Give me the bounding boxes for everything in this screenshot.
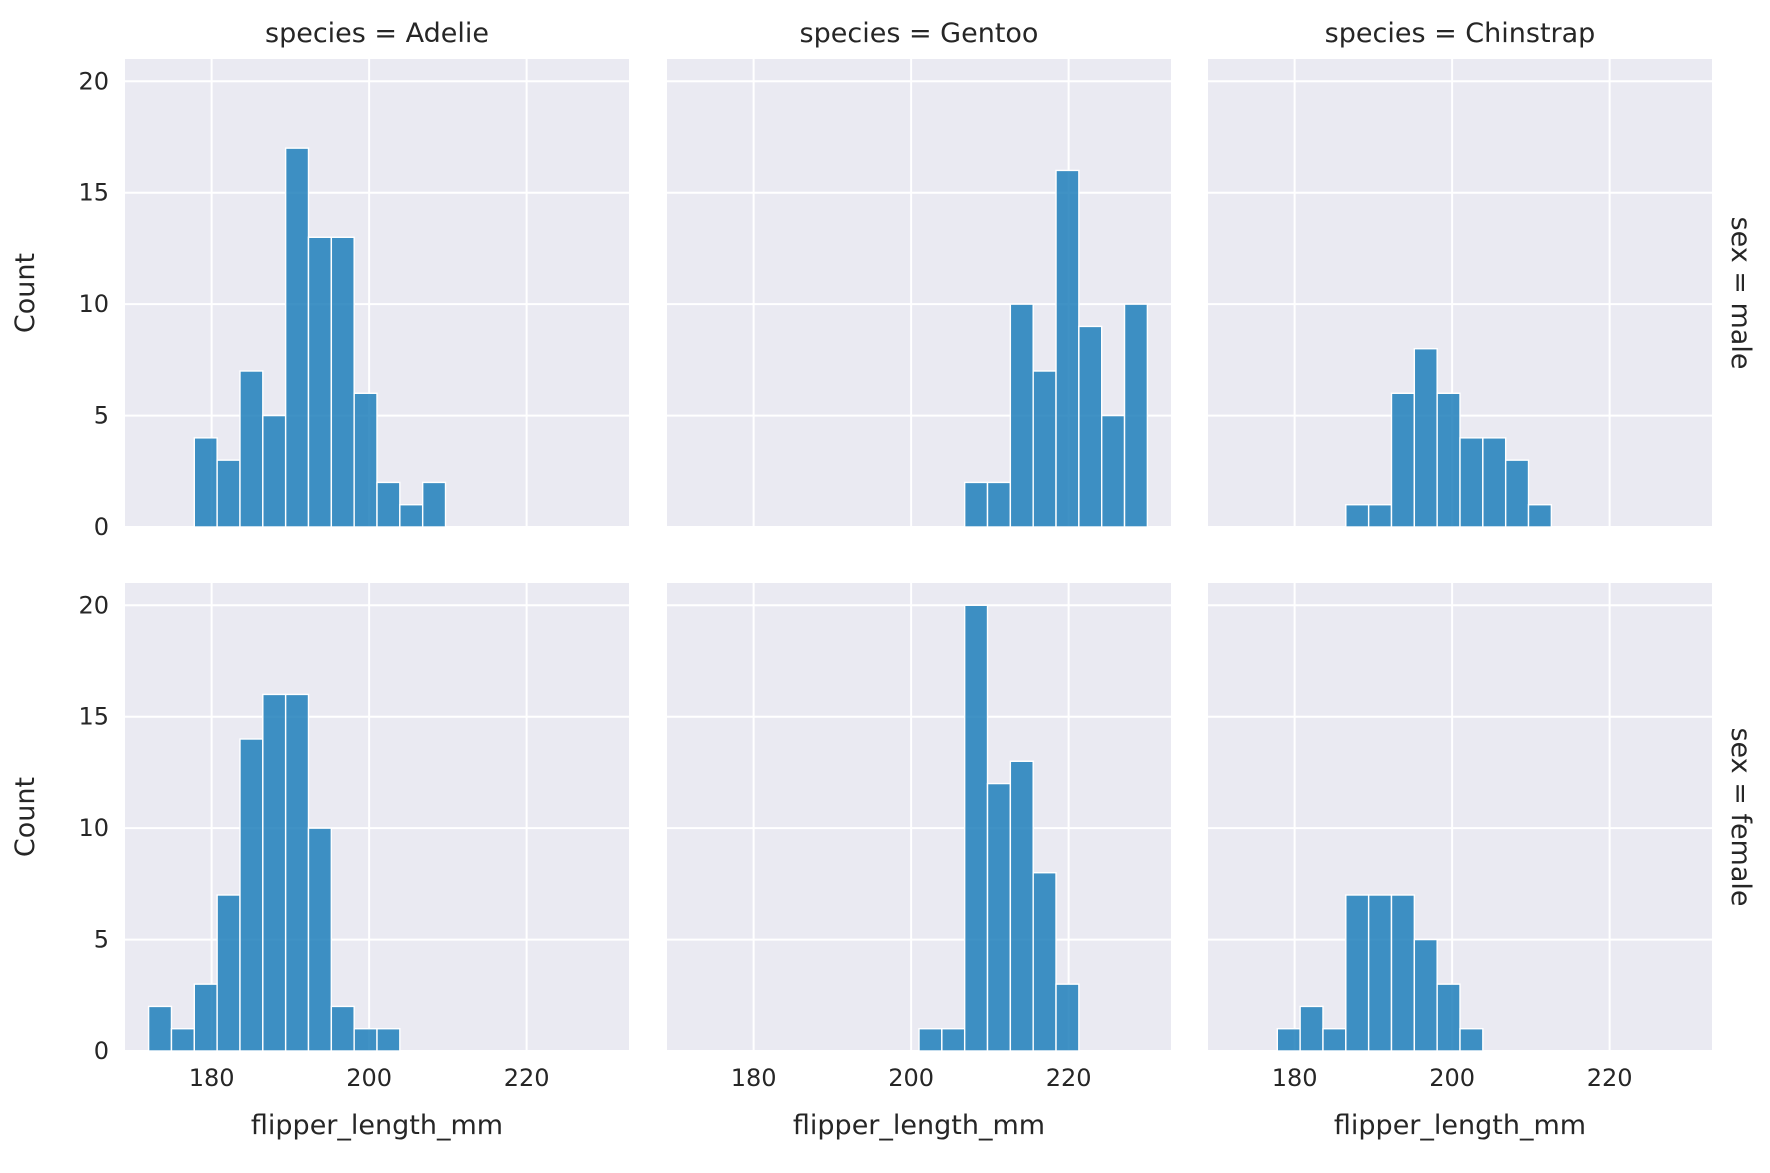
histogram-bar — [376, 1028, 401, 1052]
x-tick-label: 220 — [1046, 1064, 1092, 1092]
histogram-bar — [1390, 392, 1416, 528]
histogram-bar — [1123, 303, 1149, 528]
histogram-bar — [307, 827, 333, 1052]
histogram-bar — [1482, 437, 1507, 528]
histogram-bar — [284, 693, 310, 1052]
x-axis-label: flipper_length_mm — [251, 1110, 503, 1141]
histogram-bar — [918, 1028, 943, 1052]
y-tick-label: 0 — [94, 1037, 109, 1065]
y-tick-label: 0 — [94, 513, 109, 541]
x-tick-label: 180 — [731, 1064, 777, 1092]
x-tick-label: 200 — [888, 1064, 934, 1092]
histogram-bar — [986, 481, 1012, 528]
histogram-bar — [147, 1005, 173, 1052]
row-facet-title: sex = male — [1725, 217, 1756, 370]
histogram-bar — [284, 147, 310, 528]
y-axis-label: Count — [10, 253, 41, 333]
histogram-bar — [216, 459, 241, 528]
y-tick-label: 15 — [78, 179, 109, 207]
y-tick-label: 10 — [78, 290, 109, 318]
histogram-bar — [963, 481, 989, 528]
histogram-bar — [239, 738, 264, 1052]
column-facet-title: species = Adelie — [265, 18, 489, 49]
x-axis-label: flipper_length_mm — [793, 1110, 1045, 1141]
histogram-bar — [239, 370, 264, 528]
histogram-bar — [216, 894, 241, 1052]
histogram-bar — [1413, 348, 1438, 528]
y-tick-label: 20 — [78, 67, 109, 95]
histogram-bar — [1345, 894, 1370, 1052]
histogram-bar — [1009, 303, 1034, 528]
histogram-bar — [1413, 938, 1438, 1052]
histogram-bar — [1078, 325, 1103, 528]
x-axis-label: flipper_length_mm — [1334, 1110, 1586, 1141]
x-tick-label: 200 — [1429, 1064, 1475, 1092]
row-facet-title: sex = female — [1725, 727, 1756, 906]
histogram-bar — [1055, 169, 1080, 528]
histogram-bar — [1345, 504, 1370, 528]
histogram-bar — [376, 481, 401, 528]
x-tick-label: 180 — [189, 1064, 235, 1092]
histogram-bar — [963, 604, 989, 1052]
histogram-bar — [1009, 760, 1034, 1052]
histogram-bar — [1459, 1028, 1484, 1052]
y-tick-label: 5 — [94, 926, 109, 954]
histogram-bar — [1367, 894, 1393, 1052]
histogram-bar — [1390, 894, 1416, 1052]
histogram-bar — [262, 693, 287, 1052]
histogram-bar — [1032, 872, 1057, 1052]
histogram-bar — [1055, 983, 1080, 1052]
histogram-bar — [193, 437, 218, 528]
x-tick-label: 220 — [1587, 1064, 1633, 1092]
histogram-bar — [1276, 1028, 1301, 1052]
histogram-bar — [1322, 1028, 1347, 1052]
histogram-bar — [170, 1028, 195, 1052]
histogram-bar — [353, 1028, 378, 1052]
histogram-bar — [1436, 983, 1461, 1052]
panel-background-gentoo-female — [667, 583, 1171, 1051]
x-tick-label: 200 — [346, 1064, 392, 1092]
histogram-bar — [421, 481, 447, 528]
histogram-bar — [330, 1005, 355, 1052]
histogram-bar — [1367, 504, 1393, 528]
histogram-bar — [1299, 1005, 1324, 1052]
histogram-bar — [1100, 414, 1126, 528]
histogram-bar — [330, 236, 355, 528]
histogram-bar — [941, 1028, 966, 1052]
y-tick-label: 15 — [78, 703, 109, 731]
histogram-bar — [1436, 392, 1461, 528]
y-tick-label: 10 — [78, 814, 109, 842]
x-tick-label: 220 — [504, 1064, 550, 1092]
y-tick-label: 5 — [94, 402, 109, 430]
column-facet-title: species = Gentoo — [800, 18, 1039, 49]
histogram-bar — [399, 504, 424, 528]
panel-background-chinstrap-female — [1208, 583, 1712, 1051]
histogram-bar — [307, 236, 333, 528]
column-facet-title: species = Chinstrap — [1325, 18, 1596, 49]
histogram-bar — [1527, 504, 1553, 528]
histogram-bar — [353, 392, 378, 528]
histogram-bar — [262, 414, 287, 528]
y-axis-label: Count — [10, 777, 41, 857]
x-tick-label: 180 — [1272, 1064, 1318, 1092]
histogram-bar — [193, 983, 218, 1052]
histogram-bar — [1504, 459, 1530, 528]
panel-background-adelie-female — [125, 583, 629, 1051]
y-tick-label: 20 — [78, 591, 109, 619]
histogram-bar — [1459, 437, 1484, 528]
histogram-bar — [1032, 370, 1057, 528]
histogram-bar — [986, 782, 1012, 1052]
